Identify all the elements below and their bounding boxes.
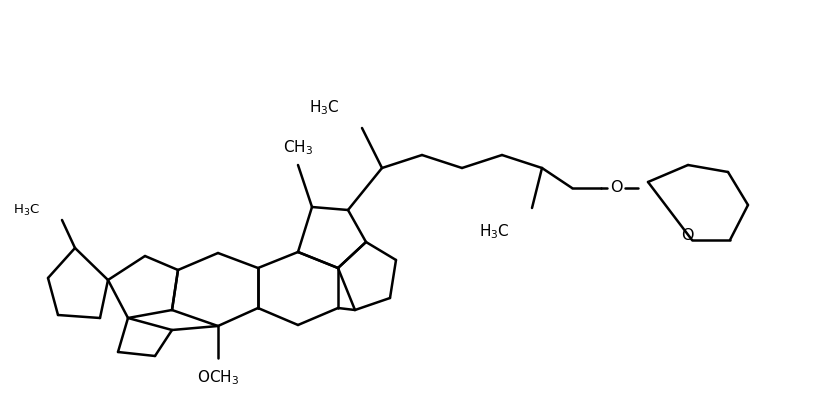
Text: $\mathdefault{H_3C}$: $\mathdefault{H_3C}$	[13, 202, 40, 218]
Text: $\mathdefault{CH_3}$: $\mathdefault{CH_3}$	[283, 139, 313, 158]
Text: $\mathdefault{OCH_3}$: $\mathdefault{OCH_3}$	[197, 369, 239, 387]
Text: $\mathdefault{H_3C}$: $\mathdefault{H_3C}$	[310, 99, 340, 117]
Text: $\mathdefault{H_3C}$: $\mathdefault{H_3C}$	[479, 223, 510, 242]
Text: O: O	[681, 228, 694, 244]
Text: O: O	[610, 181, 622, 195]
